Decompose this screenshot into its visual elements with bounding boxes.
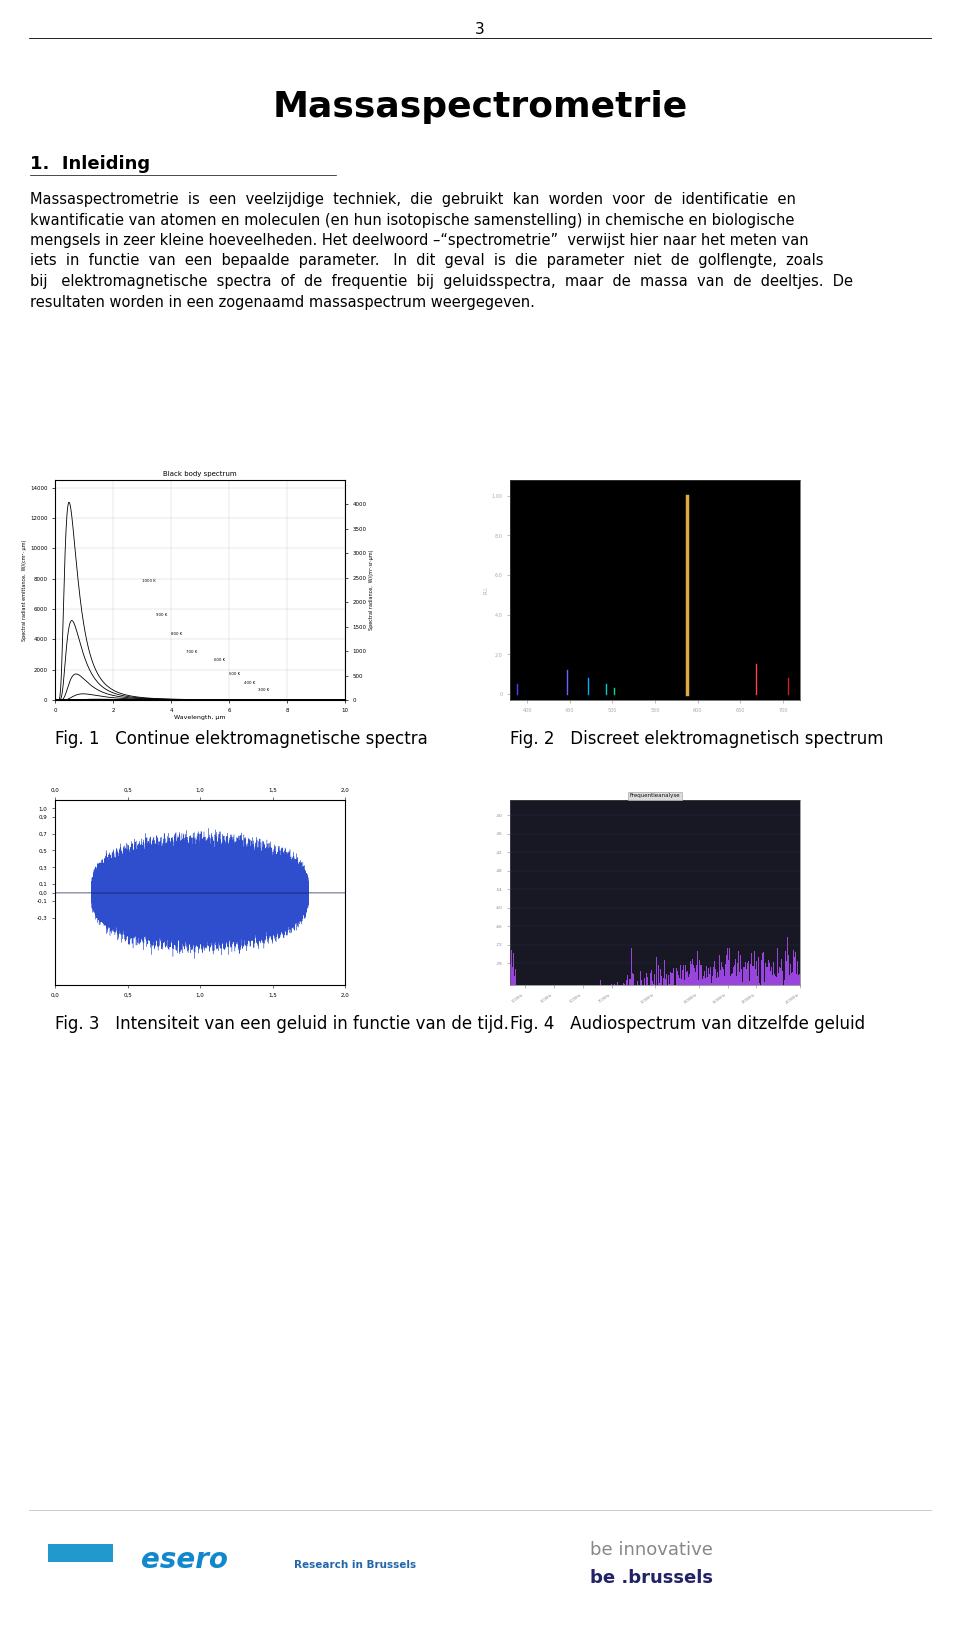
Y-axis label: Spectral radiant emittance,  W/(cm²· μm): Spectral radiant emittance, W/(cm²· μm) [22, 539, 27, 641]
Text: resultaten worden in een zogenaamd massaspectrum weergegeven.: resultaten worden in een zogenaamd massa… [30, 295, 535, 309]
Text: Massaspectrometrie  is  een  veelzijdige  techniek,  die  gebruikt  kan  worden : Massaspectrometrie is een veelzijdige te… [30, 192, 796, 207]
Text: Fig. 2   Discreet elektromagnetisch spectrum: Fig. 2 Discreet elektromagnetisch spectr… [510, 729, 883, 747]
Text: mengsels in zeer kleine hoeveelheden. Het deelwoord –“spectrometrie”  verwijst h: mengsels in zeer kleine hoeveelheden. He… [30, 233, 808, 247]
Text: Research in Brussels: Research in Brussels [294, 1560, 416, 1569]
Text: 400 K: 400 K [244, 681, 254, 685]
Y-axis label: R.I.: R.I. [484, 586, 489, 594]
Text: 500 K: 500 K [229, 672, 240, 676]
Text: 700 K: 700 K [185, 651, 197, 654]
X-axis label: Wavelength, μm: Wavelength, μm [175, 715, 226, 721]
Title: He(100%): He(100%) [637, 470, 673, 477]
Text: 300 K: 300 K [258, 689, 269, 692]
Text: be innovative: be innovative [590, 1542, 713, 1560]
Text: Belgium: Belgium [60, 1548, 102, 1558]
Text: 1000 K: 1000 K [142, 580, 156, 583]
Text: 900 K: 900 K [156, 612, 168, 617]
Text: iets  in  functie  van  een  bepaalde  parameter.   In  dit  geval  is  die  par: iets in functie van een bepaalde paramet… [30, 254, 824, 269]
Text: be .brussels: be .brussels [590, 1569, 713, 1587]
Text: 600 K: 600 K [214, 658, 226, 663]
Text: esero: esero [141, 1547, 228, 1574]
Text: Massaspectrometrie: Massaspectrometrie [273, 90, 687, 124]
Text: kwantificatie van atomen en moleculen (en hun isotopische samenstelling) in chem: kwantificatie van atomen en moleculen (e… [30, 213, 794, 228]
Title: Black body spectrum: Black body spectrum [163, 470, 237, 477]
Y-axis label: Spectral radiance,  W/(m²·sr·μm): Spectral radiance, W/(m²·sr·μm) [370, 550, 374, 630]
Text: Fig. 1   Continue elektromagnetische spectra: Fig. 1 Continue elektromagnetische spect… [55, 729, 428, 747]
Text: 1.  Inleiding: 1. Inleiding [30, 155, 150, 173]
Text: Fig. 3   Intensiteit van een geluid in functie van de tijd.: Fig. 3 Intensiteit van een geluid in fun… [55, 1014, 509, 1034]
Text: Fig. 4   Audiospectrum van ditzelfde geluid: Fig. 4 Audiospectrum van ditzelfde gelui… [510, 1014, 865, 1034]
Text: 3: 3 [475, 23, 485, 37]
Title: Frequentieanalyse: Frequentieanalyse [630, 793, 681, 798]
Text: 800 K: 800 K [171, 632, 182, 637]
Text: bij   elektromagnetische  spectra  of  de  frequentie  bij  geluidsspectra,  maa: bij elektromagnetische spectra of de fre… [30, 274, 853, 290]
